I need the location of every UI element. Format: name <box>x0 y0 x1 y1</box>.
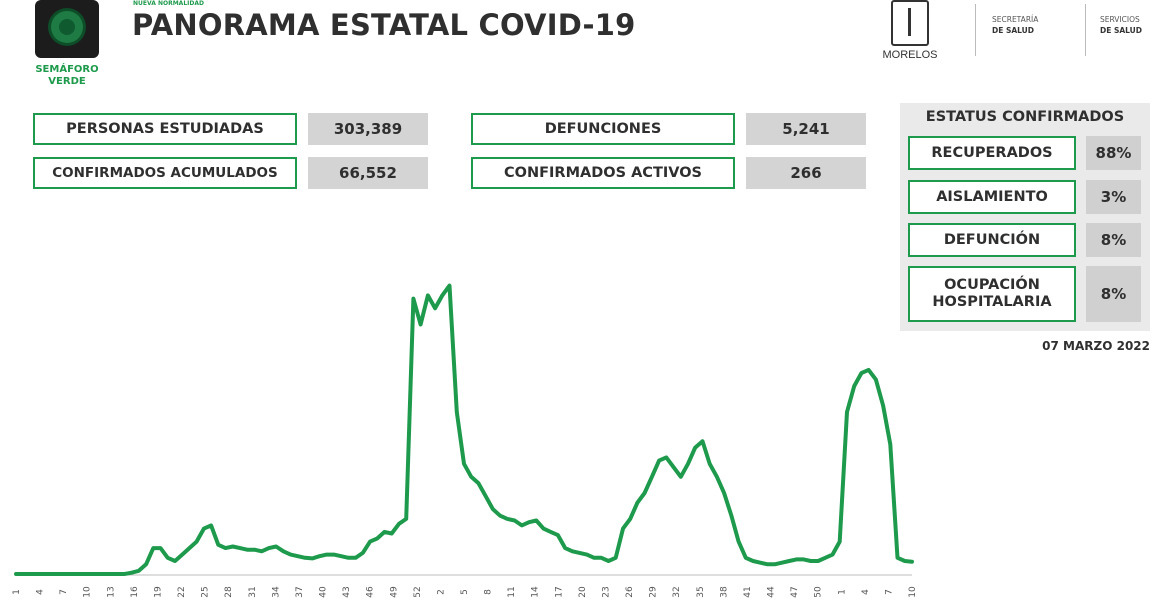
page-title: PANORAMA ESTATAL COVID-19 <box>132 8 636 42</box>
semaforo-badge: SEMÁFORO VERDE <box>32 0 102 88</box>
ocupacion-hospitalaria-label: OCUPACIÓN HOSPITALARIA <box>908 266 1076 322</box>
x-tick-label: 5 <box>460 589 470 595</box>
defuncion-value: 8% <box>1086 223 1141 257</box>
x-tick-label: 35 <box>696 586 706 597</box>
x-tick-label: 10 <box>83 586 93 598</box>
cases-line-chart: 1 4 7 10 13 16 19 22 25 28 31 34 37 40 43 46 49 52 2 5 8 11 14… <box>12 283 918 598</box>
report-date: 07 MARZO 2022 <box>1042 339 1150 353</box>
x-tick-label: 40 <box>319 586 329 598</box>
x-tick-label: 1 <box>12 589 22 595</box>
x-tick-label: 11 <box>507 586 517 597</box>
recuperados-label: RECUPERADOS <box>908 136 1076 170</box>
semaforo-color: VERDE <box>48 76 86 87</box>
personas-estudiadas-value: 303,389 <box>308 113 428 145</box>
confirmados-activos-label: CONFIRMADOS ACTIVOS <box>471 157 735 189</box>
x-tick-label: 10 <box>908 586 918 598</box>
status-panel-title: ESTATUS CONFIRMADOS <box>925 109 1125 125</box>
aislamiento-value: 3% <box>1086 180 1141 214</box>
x-tick-label: 4 <box>861 589 871 595</box>
x-tick-label: 7 <box>884 589 894 595</box>
secretaria-salud-logo: SECRETARÍA DE SALUD <box>992 15 1039 35</box>
x-tick-label: 16 <box>130 586 140 598</box>
state-emblem-icon <box>891 0 929 46</box>
x-tick-label: 7 <box>59 589 69 595</box>
x-tick-label: 19 <box>153 586 163 598</box>
x-tick-label: 1 <box>837 589 847 595</box>
x-tick-label: 52 <box>413 586 423 597</box>
x-tick-label: 13 <box>106 586 116 597</box>
personas-estudiadas-label: PERSONAS ESTUDIADAS <box>33 113 297 145</box>
x-tick-label: 31 <box>248 586 258 597</box>
x-tick-label: 38 <box>719 586 729 598</box>
x-tick-label: 43 <box>342 586 352 597</box>
divider <box>1085 4 1086 56</box>
series-line <box>14 283 914 576</box>
x-tick-label: 41 <box>743 586 753 597</box>
x-tick-label: 22 <box>177 586 187 597</box>
ocupacion-hospitalaria-value: 8% <box>1086 266 1141 322</box>
x-tick-label: 4 <box>36 589 46 595</box>
aislamiento-label: AISLAMIENTO <box>908 180 1076 214</box>
x-tick-label: 20 <box>578 586 588 598</box>
series-group <box>14 283 914 576</box>
x-tick-label: 44 <box>767 586 777 598</box>
confirmados-acumulados-label: CONFIRMADOS ACUMULADOS <box>33 157 297 189</box>
confirmados-acumulados-value: 66,552 <box>308 157 428 189</box>
x-tick-label: 26 <box>625 586 635 598</box>
x-tick-label: 25 <box>201 586 211 597</box>
recuperados-value: 88% <box>1086 136 1141 170</box>
tagline: NUEVA NORMALIDAD <box>133 0 204 7</box>
x-tick-label: 8 <box>484 589 494 595</box>
x-tick-label: 29 <box>649 586 659 598</box>
servicios-salud-logo: SERVICIOS DE SALUD <box>1100 15 1142 35</box>
defunciones-label: DEFUNCIONES <box>471 113 735 145</box>
x-tick-label: 34 <box>271 586 281 598</box>
x-tick-label: 50 <box>814 586 824 598</box>
x-tick-label: 49 <box>389 586 399 598</box>
confirmados-activos-value: 266 <box>746 157 866 189</box>
semaforo-label: SEMÁFORO <box>35 64 99 75</box>
morelos-logo: MORELOS <box>870 0 950 61</box>
x-tick-label: 14 <box>531 586 541 598</box>
status-panel: ESTATUS CONFIRMADOS RECUPERADOS 88% AISL… <box>900 103 1150 331</box>
x-tick-label: 23 <box>601 586 611 597</box>
x-tick-label: 28 <box>224 586 234 598</box>
x-tick-label: 17 <box>554 586 564 597</box>
x-tick-label: 46 <box>366 586 376 598</box>
divider <box>975 4 976 56</box>
x-axis-ticks: 1 4 7 10 13 16 19 22 25 28 31 34 37 40 43 46 49 52 2 5 8 11 14… <box>12 586 918 598</box>
state-name: MORELOS <box>882 49 938 61</box>
defuncion-label: DEFUNCIÓN <box>908 223 1076 257</box>
x-tick-label: 37 <box>295 586 305 597</box>
x-tick-label: 32 <box>672 586 682 597</box>
defunciones-value: 5,241 <box>746 113 866 145</box>
x-tick-label: 47 <box>790 586 800 597</box>
x-tick-label: 2 <box>436 589 446 595</box>
traffic-light-icon <box>35 0 99 58</box>
